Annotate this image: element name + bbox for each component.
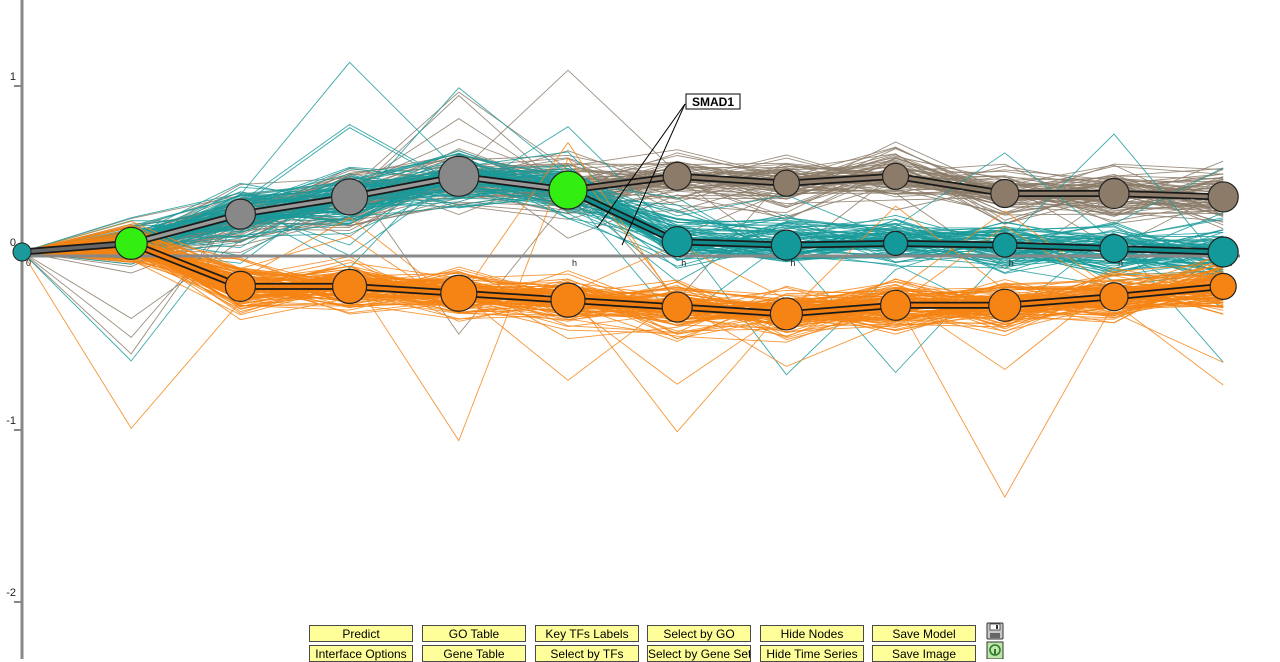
model-node[interactable]: [881, 162, 910, 190]
model-node[interactable]: [662, 161, 692, 191]
gene-time-series: [21, 61, 1224, 499]
model-node[interactable]: [661, 291, 693, 323]
select-by-tfs-button[interactable]: Select by TFs: [535, 645, 639, 662]
y-tick-label: -2: [6, 587, 16, 599]
annotation-label-box: [685, 93, 741, 110]
annotation-pointer-line: [596, 103, 686, 229]
y-tick-label: 0: [10, 237, 16, 249]
save-model-button[interactable]: Save Model: [872, 625, 976, 642]
model-node[interactable]: [770, 229, 803, 261]
model-node[interactable]: [440, 274, 478, 312]
floppy-disk-icon[interactable]: [986, 622, 1004, 640]
save-image-button[interactable]: Save Image: [872, 645, 976, 662]
x-tick-label: h: [1118, 258, 1123, 268]
gene-series-line: [21, 220, 1224, 322]
model-node[interactable]: [1207, 181, 1239, 213]
hide-time-series-button[interactable]: Hide Time Series: [760, 645, 864, 662]
select-by-go-button[interactable]: Select by GO: [647, 625, 751, 642]
chart-axes: 10-1-20hhhhhh: [6, 0, 1240, 659]
go-table-button[interactable]: GO Table: [422, 625, 526, 642]
interface-options-button[interactable]: Interface Options: [309, 645, 413, 662]
x-tick-label: h: [790, 258, 795, 268]
model-node[interactable]: [224, 270, 256, 302]
model-node[interactable]: [331, 178, 369, 216]
model-node[interactable]: [769, 297, 804, 331]
gene-series-line: [21, 239, 1224, 323]
y-tick-label: -1: [6, 415, 16, 427]
model-node[interactable]: [224, 198, 256, 230]
model-node[interactable]: [661, 226, 693, 258]
model-node[interactable]: [1098, 177, 1130, 210]
model-node[interactable]: [990, 178, 1020, 209]
model-node[interactable]: [332, 268, 368, 304]
annotation-pointer-line: [621, 103, 686, 246]
model-node[interactable]: [882, 230, 909, 256]
gene-series-line: [21, 185, 1224, 267]
x-tick-label: h: [681, 258, 686, 268]
gene-series-line: [21, 247, 1224, 318]
model-node[interactable]: [1099, 233, 1129, 264]
model-nodes[interactable]: [12, 155, 1239, 331]
select-by-gene-set-button[interactable]: Select by Gene Set: [647, 645, 751, 662]
gene-series-line: [21, 153, 1224, 275]
model-node[interactable]: [548, 170, 588, 210]
gene-series-line: [21, 91, 1224, 253]
annotation-label: SMAD1: [692, 95, 734, 109]
hide-nodes-button[interactable]: Hide Nodes: [760, 625, 864, 642]
gene-series-line: [21, 168, 1224, 255]
key-tfs-labels-button[interactable]: Key TFs Labels: [535, 625, 639, 642]
model-path: [21, 241, 132, 254]
annotations: SMAD1: [596, 93, 741, 246]
x-tick-label: h: [572, 258, 577, 268]
gene-series-line: [21, 251, 1224, 310]
model-node[interactable]: [438, 155, 480, 197]
model-node[interactable]: [988, 288, 1022, 322]
predict-button[interactable]: Predict: [309, 625, 413, 642]
model-node[interactable]: [879, 289, 912, 321]
model-node[interactable]: [550, 282, 586, 318]
model-node[interactable]: [772, 169, 801, 197]
root-node[interactable]: [12, 242, 32, 262]
y-tick-label: 1: [10, 71, 16, 83]
x-tick-label: 0: [26, 258, 31, 268]
model-node[interactable]: [1207, 236, 1239, 268]
model-node[interactable]: [992, 232, 1018, 258]
model-node[interactable]: [1099, 282, 1129, 312]
model-node[interactable]: [114, 226, 148, 260]
gene-series-line: [21, 224, 1224, 381]
model-node[interactable]: [1209, 272, 1237, 300]
gene-table-button[interactable]: Gene Table: [422, 645, 526, 662]
x-tick-label: h: [1009, 258, 1014, 268]
help-icon[interactable]: [986, 641, 1004, 659]
gene-series-line: [21, 168, 1224, 253]
gene-series-line: [21, 170, 1224, 320]
